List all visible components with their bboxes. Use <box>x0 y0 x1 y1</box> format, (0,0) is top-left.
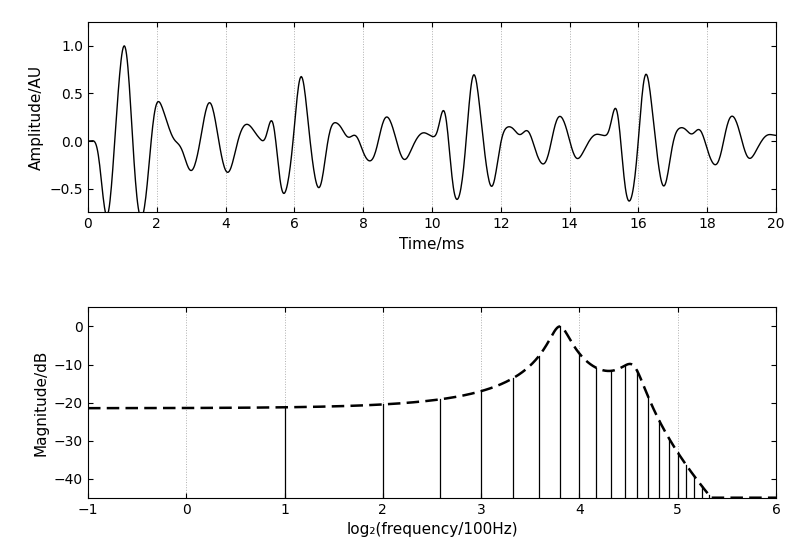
X-axis label: Time/ms: Time/ms <box>399 237 465 252</box>
Y-axis label: Magnitude/dB: Magnitude/dB <box>34 349 48 456</box>
X-axis label: log₂(frequency/100Hz): log₂(frequency/100Hz) <box>346 522 518 537</box>
Y-axis label: Amplitude/AU: Amplitude/AU <box>29 65 44 170</box>
